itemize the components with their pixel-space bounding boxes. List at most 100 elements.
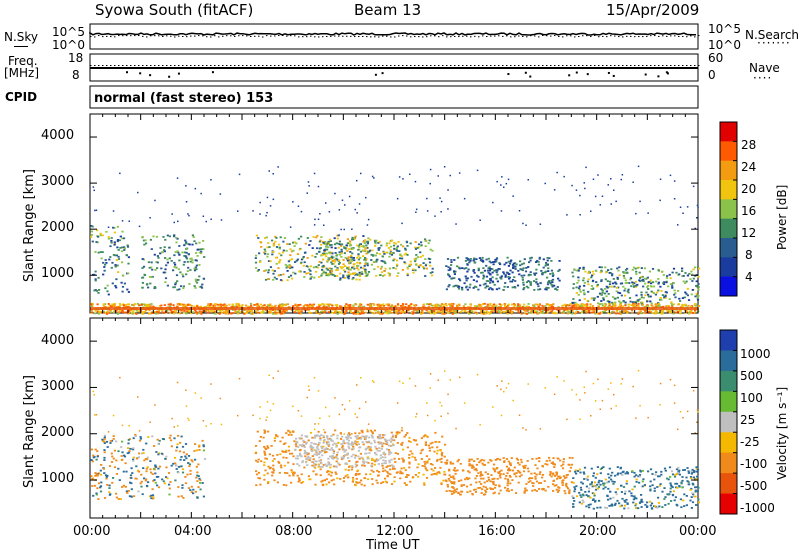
power-cell	[149, 217, 151, 219]
power-cell	[615, 290, 618, 293]
power-cell	[357, 253, 360, 256]
velocity-cell	[299, 454, 302, 457]
power-cell	[502, 272, 506, 275]
velocity-cell	[175, 468, 178, 470]
power-cell	[659, 199, 661, 202]
power-cell	[338, 259, 341, 262]
power-cell	[642, 311, 646, 314]
power-cell	[671, 305, 674, 307]
power-cell	[589, 305, 592, 308]
power-cell	[160, 309, 163, 312]
velocity-cell	[267, 465, 270, 468]
velocity-cell	[364, 452, 367, 455]
velocity-cell	[392, 468, 395, 470]
power-cell	[205, 220, 207, 223]
power-cell	[117, 271, 120, 273]
velocity-cell	[290, 469, 293, 471]
power-cell	[138, 304, 141, 307]
noise-search-dot	[502, 35, 504, 37]
velocity-cell	[115, 440, 118, 443]
velocity-cell	[298, 477, 301, 480]
velocity-cell	[287, 461, 290, 464]
power-cell	[292, 249, 295, 252]
power-cell	[527, 286, 530, 289]
power-cell	[320, 254, 323, 257]
velocity-cell	[460, 479, 463, 482]
power-cell	[351, 257, 354, 260]
power-cell	[547, 267, 550, 270]
velocity-cell	[258, 477, 262, 480]
power-cell	[520, 312, 523, 315]
power-cell	[266, 196, 269, 199]
velocity-cell	[152, 467, 156, 470]
nave-dot	[166, 65, 168, 66]
velocity-cell	[358, 481, 361, 484]
power-cell	[388, 255, 391, 258]
velocity-cell	[317, 453, 321, 456]
velocity-cell	[557, 489, 561, 492]
velocity-cell	[154, 464, 157, 467]
power-cell	[609, 280, 612, 283]
power-cell	[389, 311, 392, 313]
velocity-cell	[388, 453, 391, 455]
power-cell	[518, 273, 521, 276]
power-cell	[536, 311, 539, 314]
power-cell	[392, 244, 396, 247]
power-cell	[163, 304, 166, 306]
velocity-cell	[292, 463, 295, 465]
power-cell	[508, 262, 512, 265]
power-cell	[348, 195, 351, 198]
velocity-cell	[348, 443, 351, 446]
velocity-cell	[366, 456, 369, 459]
noise-search-dot	[562, 36, 564, 38]
power-cell	[316, 312, 319, 314]
velocity-cell	[352, 445, 355, 448]
power-cell	[551, 312, 554, 314]
power-cell	[529, 257, 532, 260]
power-cell	[507, 303, 510, 306]
power-cell	[681, 297, 684, 299]
noise-search-dot	[362, 35, 364, 37]
velocity-cell	[442, 479, 445, 482]
power-cell	[302, 264, 305, 267]
power-cell	[105, 313, 108, 315]
velocity-cell	[354, 463, 357, 466]
power-cell	[673, 198, 676, 200]
nave-dot	[518, 65, 520, 66]
velocity-cell	[145, 470, 148, 473]
velocity-cell	[176, 446, 179, 449]
power-cell	[180, 309, 183, 312]
power-cell	[537, 288, 540, 291]
power-cell	[261, 312, 264, 314]
power-cell	[611, 273, 614, 275]
power-cell	[103, 269, 106, 272]
velocity-cell	[391, 435, 394, 438]
velocity-cell	[188, 463, 191, 466]
power-cell	[339, 266, 342, 268]
power-cell	[181, 251, 184, 254]
velocity-cell	[438, 472, 441, 475]
velocity-cell	[374, 441, 377, 444]
power-cell	[684, 303, 687, 306]
nave-dot	[658, 65, 660, 66]
velocity-cell	[416, 443, 419, 446]
velocity-cell	[161, 478, 164, 481]
velocity-cell	[192, 488, 195, 491]
power-cell	[264, 269, 267, 272]
velocity-cell	[105, 477, 108, 480]
power-cell	[254, 257, 257, 259]
power-cell	[654, 303, 657, 306]
velocity-cell	[132, 459, 135, 462]
velocity-cell	[198, 477, 201, 480]
power-cell	[360, 245, 363, 248]
velocity-cell	[381, 445, 384, 448]
noise-search-dot	[558, 36, 560, 38]
velocity-cell	[335, 466, 338, 468]
power-cell	[515, 263, 518, 266]
power-cell	[517, 269, 520, 272]
power-cell	[611, 311, 614, 313]
velocity-cell	[264, 469, 267, 472]
velocity-cell	[103, 497, 107, 499]
power-cell	[200, 192, 202, 195]
power-cell	[651, 304, 654, 307]
